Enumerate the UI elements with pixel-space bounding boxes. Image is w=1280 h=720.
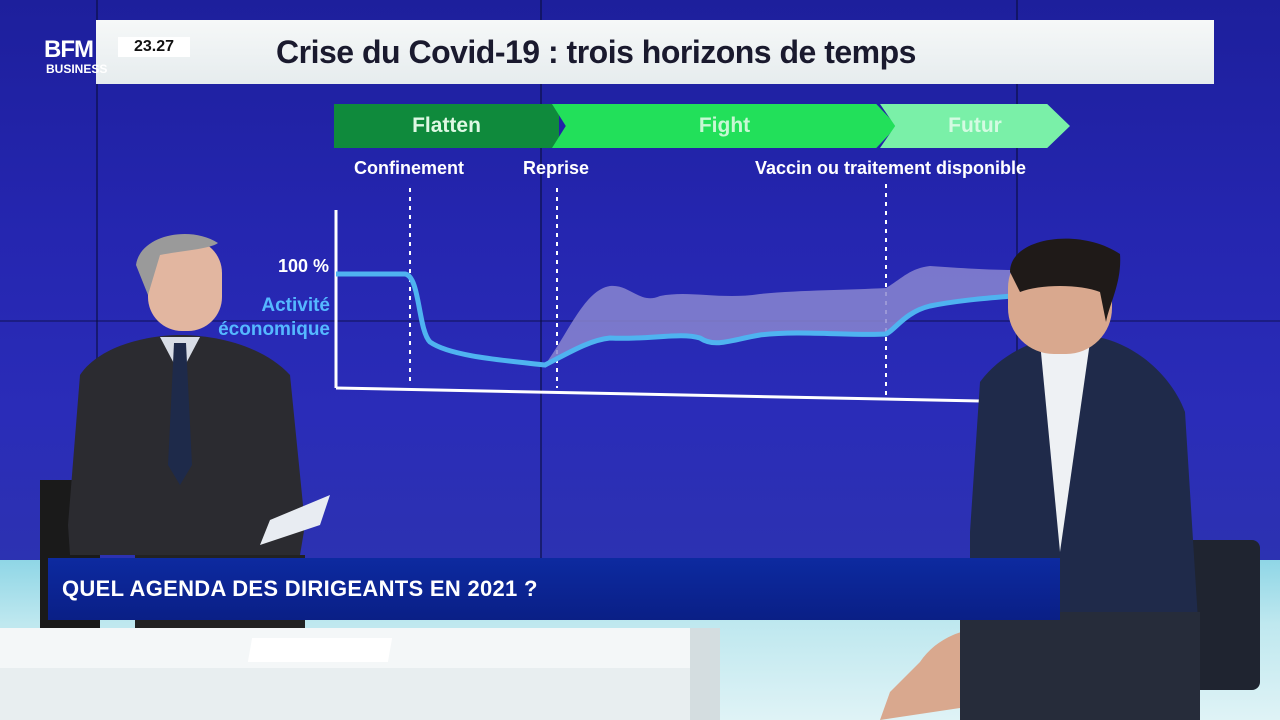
logo-business-text: BUSINESS — [46, 62, 108, 76]
series-label: Activité économique — [200, 294, 330, 342]
x-axis — [335, 386, 1031, 404]
marker-label-reprise: Reprise — [523, 158, 590, 178]
lower-third-headline: QUEL AGENDA DES DIRIGEANTS EN 2021 ? — [62, 576, 538, 601]
wall-seam — [96, 0, 98, 560]
lower-third: QUEL AGENDA DES DIRIGEANTS EN 2021 ? — [48, 558, 1060, 620]
phase-flatten: Flatten — [334, 104, 559, 148]
clock: 23.27 — [118, 37, 190, 57]
marker-label-vaccin: Vaccin ou traitement disponible — [755, 158, 1027, 178]
phase-futur: Futur — [880, 104, 1070, 148]
desk-edge — [690, 628, 720, 720]
desk-front — [0, 668, 700, 720]
scenario-band — [545, 266, 1012, 365]
phase-fight: Fight — [552, 104, 897, 148]
marker-label-confinement: Confinement — [354, 158, 464, 178]
board-title-bar: Crise du Covid-19 : trois horizons de te… — [96, 20, 1214, 84]
series-label-line2: économique — [218, 319, 330, 340]
y-label-100: 100 % — [278, 256, 330, 276]
desk-papers — [247, 638, 393, 662]
activity-line — [336, 271, 1013, 368]
guest-right — [880, 238, 1260, 720]
series-label-line1: Activité — [261, 295, 330, 316]
bfm-business-logo: BFM BUSINESS — [44, 36, 116, 80]
board-title: Crise du Covid-19 : trois horizons de te… — [276, 34, 916, 70]
logo-bfm-text: BFM — [44, 36, 94, 63]
wall-seam — [540, 0, 542, 560]
